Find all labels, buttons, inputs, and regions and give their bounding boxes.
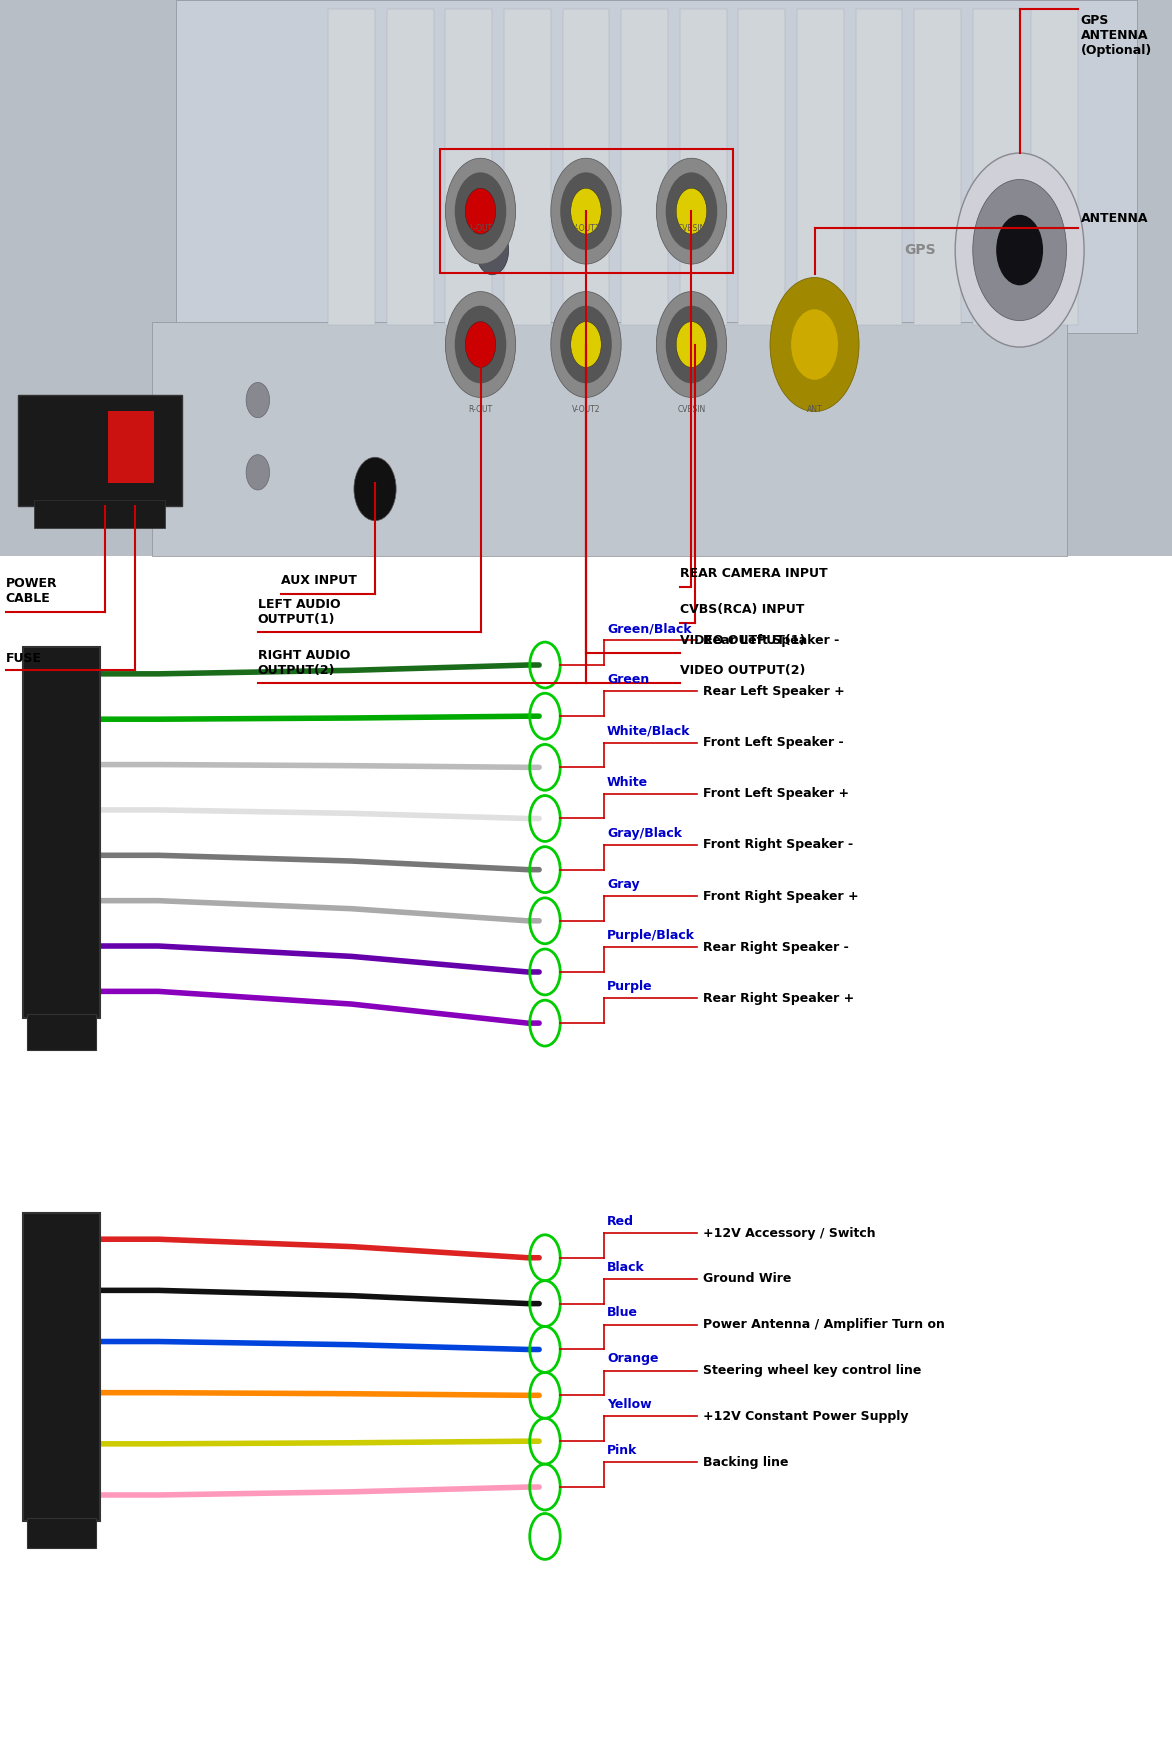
Text: Green/Black: Green/Black xyxy=(607,623,691,635)
Bar xyxy=(973,9,1020,325)
Circle shape xyxy=(560,305,612,383)
Circle shape xyxy=(354,457,396,520)
Text: Rear Left Speaker +: Rear Left Speaker + xyxy=(703,684,845,699)
Circle shape xyxy=(676,189,707,235)
Bar xyxy=(563,9,609,325)
Text: Rear Left Speaker -: Rear Left Speaker - xyxy=(703,633,839,647)
Circle shape xyxy=(666,173,717,250)
Circle shape xyxy=(455,305,506,383)
Text: Power Antenna / Amplifier Turn on: Power Antenna / Amplifier Turn on xyxy=(703,1318,945,1332)
Text: GPS: GPS xyxy=(905,243,935,258)
Text: AUX INPUT: AUX INPUT xyxy=(281,575,357,587)
Text: Gray/Black: Gray/Black xyxy=(607,827,682,840)
Text: Front Right Speaker +: Front Right Speaker + xyxy=(703,889,859,903)
Circle shape xyxy=(770,277,859,411)
Circle shape xyxy=(551,291,621,397)
Bar xyxy=(34,499,165,527)
Bar xyxy=(23,647,100,1018)
Bar xyxy=(27,1014,96,1050)
Text: +12V Accessory / Switch: +12V Accessory / Switch xyxy=(703,1226,875,1240)
Text: White/Black: White/Black xyxy=(607,725,690,737)
Text: V-OUT1: V-OUT1 xyxy=(572,224,600,233)
Bar xyxy=(108,411,154,483)
Bar xyxy=(797,9,844,325)
Circle shape xyxy=(571,189,601,235)
Circle shape xyxy=(445,291,516,397)
Text: REAR CAMERA INPUT: REAR CAMERA INPUT xyxy=(680,568,827,580)
Text: Front Left Speaker +: Front Left Speaker + xyxy=(703,787,850,801)
Circle shape xyxy=(656,159,727,265)
Circle shape xyxy=(560,173,612,250)
Bar xyxy=(738,9,785,325)
Text: FUSE: FUSE xyxy=(6,653,42,665)
Circle shape xyxy=(955,153,1084,348)
Bar xyxy=(914,9,961,325)
Circle shape xyxy=(246,383,270,418)
Text: Backing line: Backing line xyxy=(703,1455,789,1469)
Bar xyxy=(387,9,434,325)
Text: VIDEO OUTPUT(1): VIDEO OUTPUT(1) xyxy=(680,635,805,647)
Bar xyxy=(856,9,902,325)
Bar xyxy=(445,9,492,325)
Circle shape xyxy=(973,180,1067,321)
Text: VIDEO OUTPUT(2): VIDEO OUTPUT(2) xyxy=(680,665,805,677)
Bar xyxy=(680,9,727,325)
Circle shape xyxy=(246,455,270,490)
Text: Rear Right Speaker -: Rear Right Speaker - xyxy=(703,940,849,954)
Text: LEFT AUDIO
OUTPUT(1): LEFT AUDIO OUTPUT(1) xyxy=(258,598,340,626)
Circle shape xyxy=(551,159,621,265)
Text: Red: Red xyxy=(607,1215,634,1228)
Text: RIGHT AUDIO
OUTPUT(2): RIGHT AUDIO OUTPUT(2) xyxy=(258,649,350,677)
Text: GPS
ANTENNA
(Optional): GPS ANTENNA (Optional) xyxy=(1081,14,1152,56)
Text: Gray: Gray xyxy=(607,878,640,891)
Text: L-OUT: L-OUT xyxy=(469,224,492,233)
Text: POWER
CABLE: POWER CABLE xyxy=(6,577,57,605)
Bar xyxy=(0,0,1172,556)
Circle shape xyxy=(465,189,496,235)
Text: Black: Black xyxy=(607,1261,645,1274)
Bar xyxy=(23,1214,100,1521)
Text: Ground Wire: Ground Wire xyxy=(703,1272,791,1286)
Text: +12V Constant Power Supply: +12V Constant Power Supply xyxy=(703,1409,908,1424)
Text: Purple/Black: Purple/Black xyxy=(607,930,695,942)
Circle shape xyxy=(445,159,516,265)
Text: Front Left Speaker -: Front Left Speaker - xyxy=(703,736,844,750)
Text: Green: Green xyxy=(607,674,649,686)
Text: ANTENNA: ANTENNA xyxy=(1081,212,1149,226)
Bar xyxy=(27,1517,96,1549)
Bar xyxy=(1031,9,1078,325)
Text: White: White xyxy=(607,776,648,789)
Text: Front Right Speaker -: Front Right Speaker - xyxy=(703,838,853,852)
Text: Blue: Blue xyxy=(607,1307,638,1319)
Text: CVBSIN: CVBSIN xyxy=(677,224,706,233)
Circle shape xyxy=(476,226,509,275)
Text: Pink: Pink xyxy=(607,1445,638,1457)
Circle shape xyxy=(571,321,601,367)
Bar xyxy=(152,323,1067,556)
Circle shape xyxy=(455,173,506,250)
Circle shape xyxy=(465,321,496,367)
Text: Yellow: Yellow xyxy=(607,1399,652,1411)
Circle shape xyxy=(656,291,727,397)
Text: Purple: Purple xyxy=(607,981,653,993)
Text: R-OUT: R-OUT xyxy=(469,406,492,415)
Text: Rear Right Speaker +: Rear Right Speaker + xyxy=(703,991,854,1005)
Bar xyxy=(621,9,668,325)
Circle shape xyxy=(676,321,707,367)
Text: Orange: Orange xyxy=(607,1353,659,1365)
Bar xyxy=(18,395,182,506)
Text: ANT: ANT xyxy=(806,406,823,415)
Text: CVBSIN: CVBSIN xyxy=(677,406,706,415)
Circle shape xyxy=(996,215,1043,286)
Circle shape xyxy=(791,309,838,379)
Bar xyxy=(176,0,1137,333)
Text: CVBS(RCA) INPUT: CVBS(RCA) INPUT xyxy=(680,603,804,616)
Bar xyxy=(328,9,375,325)
Text: V-OUT2: V-OUT2 xyxy=(572,406,600,415)
Text: Steering wheel key control line: Steering wheel key control line xyxy=(703,1364,921,1378)
Bar xyxy=(504,9,551,325)
Circle shape xyxy=(666,305,717,383)
